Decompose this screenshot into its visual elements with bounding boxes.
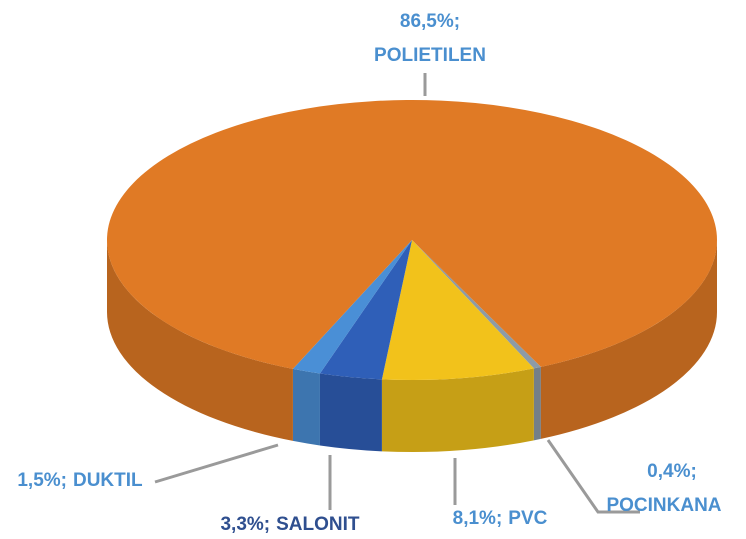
value-label: 86,5%; — [400, 11, 460, 32]
slice — [106, 99, 717, 369]
category-label: POCINKANA — [606, 495, 721, 516]
category-label: POLIETILEN — [374, 45, 486, 66]
data-label: POCINKANA — [606, 495, 721, 516]
slice-side — [106, 240, 293, 441]
data-label: 1,5%; DUKTIL — [17, 470, 143, 491]
data-label: 8,1%; PVC — [453, 508, 548, 529]
data-label: 0,4%; — [647, 461, 697, 482]
slice — [381, 240, 534, 380]
data-label: 86,5%; — [400, 11, 460, 32]
slice-side — [319, 373, 382, 452]
slice-side — [540, 240, 717, 439]
value-label: 8,1%; — [453, 508, 503, 529]
category-label: SALONIT — [276, 514, 360, 535]
leader-line — [154, 443, 279, 484]
value-label: 0,4%; — [647, 461, 697, 482]
value-label: 1,5%; — [17, 470, 67, 491]
leader-line — [546, 439, 640, 514]
slice — [319, 240, 412, 380]
data-label: POLIETILEN — [374, 45, 486, 66]
value-label: 3,3%; — [220, 514, 270, 535]
slice — [292, 240, 412, 374]
data-label: 3,3%; SALONIT — [220, 514, 359, 535]
slice-side — [533, 366, 541, 441]
slice-side — [381, 368, 534, 452]
slice-side — [292, 368, 320, 446]
category-label: DUKTIL — [73, 470, 143, 491]
category-label: PVC — [508, 508, 547, 529]
slice — [412, 240, 541, 369]
